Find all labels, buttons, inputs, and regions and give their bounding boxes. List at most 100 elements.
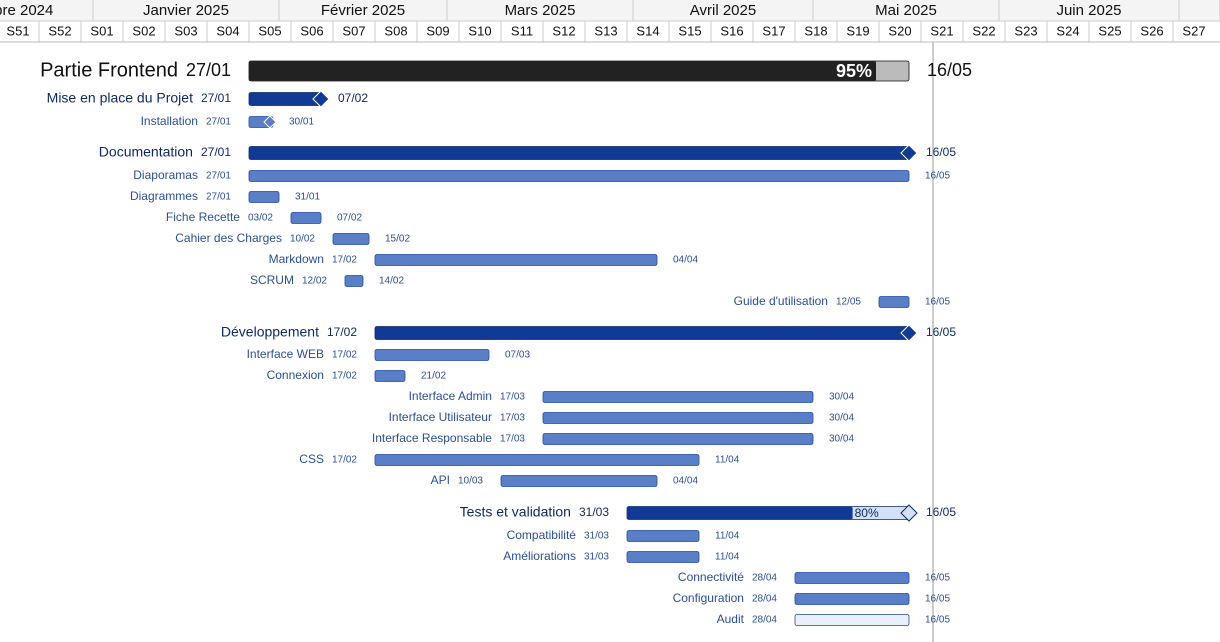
week-label: S19 — [846, 23, 869, 38]
week-label: S20 — [888, 23, 911, 38]
diamond — [900, 324, 918, 342]
task-row: 28/04 Audit 16/05 — [717, 612, 951, 626]
end-date: 14/02 — [379, 276, 404, 287]
month-label: Janvier 2025 — [143, 2, 229, 19]
start-date: 27/01 — [186, 60, 231, 80]
task-bar — [500, 475, 658, 487]
task-bar — [878, 296, 910, 308]
task-name: Guide d'utilisation — [734, 294, 828, 308]
task-row: 10/02 Cahier des Charges 15/02 — [175, 231, 410, 245]
task-bar — [374, 454, 700, 466]
start-date: 17/03 — [500, 413, 525, 424]
task-row: 27/01 Documentation 16/05 — [99, 144, 956, 162]
diamond — [312, 90, 330, 108]
diamond — [900, 504, 918, 522]
diamond — [263, 115, 277, 129]
week-label: S17 — [762, 23, 785, 38]
task-name: Améliorations — [503, 549, 576, 563]
task-bar — [626, 530, 700, 542]
task-row: 31/03 Compatibilité 11/04 — [507, 528, 740, 542]
start-date: 17/02 — [332, 371, 357, 382]
end-date: 16/05 — [925, 171, 950, 182]
end-date: 16/05 — [925, 573, 950, 584]
end-date: 16/05 — [925, 594, 950, 605]
week-label: S08 — [384, 23, 407, 38]
start-date: 17/02 — [332, 455, 357, 466]
task-bar — [248, 191, 280, 203]
task-name: Interface Utilisateur — [389, 410, 492, 424]
week-label: S27 — [1182, 23, 1205, 38]
end-date: 15/02 — [385, 234, 410, 245]
start-date: 28/04 — [752, 615, 777, 626]
task-name: Diaporamas — [133, 168, 198, 182]
week-label: S07 — [342, 23, 365, 38]
task-name: Interface Responsable — [372, 431, 492, 445]
end-date: 04/04 — [673, 476, 698, 487]
start-date: 17/02 — [332, 350, 357, 361]
task-name: Mise en place du Projet — [47, 90, 193, 106]
week-label: S25 — [1098, 23, 1121, 38]
task-name: Tests et validation — [460, 504, 571, 520]
start-date: 17/03 — [500, 434, 525, 445]
week-label: S22 — [972, 23, 995, 38]
end-date: 21/02 — [421, 371, 446, 382]
task-bar — [332, 233, 370, 245]
task-name: Diagrammes — [130, 189, 198, 203]
task-row: 27/01 Installation 30/01 — [141, 114, 314, 129]
end-date: 16/05 — [925, 297, 950, 308]
end-date: 31/01 — [295, 192, 320, 203]
task-bar — [374, 254, 658, 266]
task-row: 31/03 Tests et validation 80% 16/05 — [460, 504, 956, 522]
week-label: S51 — [6, 23, 29, 38]
task-name: Cahier des Charges — [175, 231, 282, 245]
week-label: S23 — [1014, 23, 1037, 38]
task-row: 17/03 Interface Responsable 30/04 — [372, 431, 855, 445]
start-date: 27/01 — [206, 117, 231, 128]
task-row: 27/01 Diagrammes 31/01 — [130, 189, 321, 203]
start-date: 27/01 — [206, 171, 231, 182]
task-bar — [794, 614, 910, 626]
task-bar — [374, 326, 910, 340]
task-row: 17/02 CSS 11/04 — [299, 452, 739, 466]
end-date: 11/04 — [715, 455, 740, 466]
end-date: 16/05 — [926, 145, 956, 159]
task-name: Interface Admin — [409, 389, 492, 403]
end-date: 07/03 — [505, 350, 530, 361]
task-row: 17/02 Développement 16/05 — [221, 324, 956, 342]
week-label: S10 — [468, 23, 491, 38]
week-label: S14 — [636, 23, 659, 38]
start-date: 12/02 — [302, 276, 327, 287]
task-bar — [542, 412, 814, 424]
task-row: 17/02 Markdown 04/04 — [269, 252, 699, 266]
week-row-bg — [0, 21, 1220, 42]
week-label: S09 — [426, 23, 449, 38]
week-label: S11 — [511, 23, 533, 38]
task-bar — [794, 572, 910, 584]
task-row: 31/03 Améliorations 11/04 — [503, 549, 739, 563]
task-bar — [794, 593, 910, 605]
start-date: 31/03 — [584, 531, 609, 542]
task-row: 12/05 Guide d'utilisation 16/05 — [734, 294, 951, 308]
end-date: 07/02 — [338, 91, 368, 105]
week-label: S18 — [804, 23, 827, 38]
task-name: Compatibilité — [507, 528, 577, 542]
end-date: 30/04 — [829, 392, 854, 403]
start-date: 27/01 — [201, 145, 231, 159]
end-date: 30/04 — [829, 434, 854, 445]
task-bar — [248, 170, 910, 182]
start-date: 31/03 — [579, 505, 609, 519]
task-bar — [248, 146, 910, 160]
task-row: 27/01 Mise en place du Projet 07/02 — [47, 90, 368, 108]
week-label: S03 — [174, 23, 197, 38]
progress-bar — [627, 506, 853, 520]
task-row: 17/02 Connexion 21/02 — [267, 368, 447, 382]
task-name: Développement — [221, 324, 319, 340]
progress-bar — [249, 61, 876, 81]
task-row: 27/01 Diaporamas 16/05 — [133, 168, 950, 182]
task-bar — [374, 370, 406, 382]
start-date: 28/04 — [752, 573, 777, 584]
start-date: 17/02 — [327, 325, 357, 339]
week-label: S12 — [552, 23, 575, 38]
task-row: 28/04 Connectivité 16/05 — [678, 570, 951, 584]
